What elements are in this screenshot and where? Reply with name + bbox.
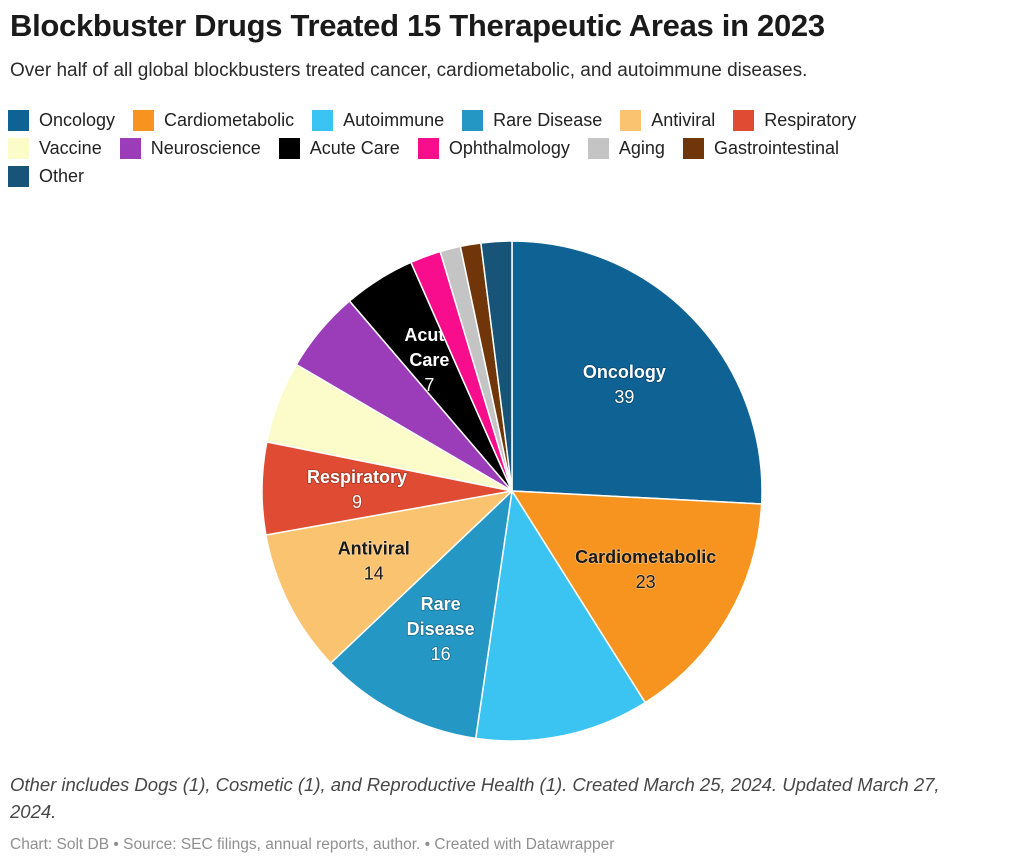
- legend: Oncology Cardiometabolic Autoimmune Rare Di…: [8, 110, 1016, 194]
- legend-swatch-antiviral: [620, 110, 642, 131]
- attribution-line: Chart: Solt DB • Source: SEC filings, an…: [10, 836, 615, 853]
- legend-label-vaccine: Vaccine: [39, 138, 102, 158]
- chart-subtitle: Over half of all global blockbusters tre…: [10, 60, 808, 81]
- pie-slice-label-antiviral: Antiviral 14: [338, 539, 410, 584]
- pie-slice-cardiometabolic[interactable]: [511, 490, 763, 704]
- legend-label-respiratory: Respiratory: [764, 110, 857, 130]
- legend-item-rare-disease: Rare Disease: [462, 110, 602, 131]
- legend-swatch-neuroscience: [119, 138, 141, 159]
- pie-slice-label-cardiometabolic: Cardiometabolic 23: [575, 547, 716, 592]
- legend-item-neuroscience: Neuroscience: [119, 138, 261, 159]
- legend-label-other: Other: [39, 166, 85, 186]
- legend-label-ophthalmology: Ophthalmology: [448, 138, 570, 158]
- legend-item-ophthalmology: Ophthalmology: [417, 138, 570, 159]
- legend-item-gastrointestinal: Gastrointestinal: [682, 138, 839, 159]
- pie-slice-other[interactable]: [480, 240, 513, 492]
- legend-swatch-rare-disease: [462, 110, 484, 131]
- legend-item-antiviral: Antiviral: [620, 110, 715, 131]
- legend-swatch-acute-care: [278, 138, 300, 159]
- legend-row-2: Vaccine Neuroscience Acute Care Ophthalmolo…: [8, 138, 1016, 159]
- pie-slice-label-respiratory: Respiratory 9: [307, 467, 407, 512]
- legend-swatch-autoimmune: [312, 110, 334, 131]
- footnote: Other includes Dogs (1), Cosmetic (1), a…: [10, 774, 940, 822]
- pie-slice-antiviral[interactable]: [265, 490, 513, 664]
- legend-label-gastrointestinal: Gastrointestinal: [713, 138, 839, 158]
- pie-chart: Oncology 39 Cardiometabolic 23 Rare Disease 16…: [261, 240, 763, 742]
- legend-swatch-ophthalmology: [417, 138, 439, 159]
- chart-title: Blockbuster Drugs Treated 15 Therapeutic…: [10, 8, 825, 43]
- legend-label-cardiometabolic: Cardiometabolic: [164, 110, 295, 130]
- legend-label-aging: Aging: [618, 138, 665, 158]
- legend-swatch-cardiometabolic: [133, 110, 155, 131]
- legend-label-rare-disease: Rare Disease: [493, 110, 603, 130]
- legend-label-acute-care: Acute Care: [309, 138, 400, 158]
- legend-row-3: Other: [8, 166, 1016, 187]
- legend-item-cardiometabolic: Cardiometabolic: [133, 110, 294, 131]
- legend-item-acute-care: Acute Care: [278, 138, 400, 159]
- legend-label-autoimmune: Autoimmune: [343, 110, 445, 130]
- pie-slice-rare-disease[interactable]: [329, 490, 513, 740]
- legend-label-neuroscience: Neuroscience: [150, 138, 261, 158]
- legend-swatch-oncology: [8, 110, 29, 131]
- legend-item-oncology: Oncology: [8, 110, 115, 131]
- legend-label-antiviral: Antiviral: [651, 110, 716, 130]
- legend-item-other: Other: [8, 166, 84, 187]
- pie-slice-label-oncology: Oncology 39: [583, 362, 666, 407]
- pie-slice-oncology[interactable]: [511, 240, 763, 505]
- legend-item-respiratory: Respiratory: [733, 110, 856, 131]
- pie-slice-label-rare-disease: Rare Disease 16: [407, 594, 475, 664]
- pie-slice-autoimmune[interactable]: [474, 490, 646, 742]
- legend-swatch-gastrointestinal: [682, 138, 704, 159]
- legend-row-1: Oncology Cardiometabolic Autoimmune Rare Di…: [8, 110, 1016, 131]
- legend-swatch-vaccine: [8, 138, 29, 159]
- legend-item-vaccine: Vaccine: [8, 138, 102, 159]
- legend-swatch-aging: [587, 138, 609, 159]
- legend-swatch-respiratory: [733, 110, 755, 131]
- legend-item-aging: Aging: [587, 138, 665, 159]
- legend-swatch-other: [8, 166, 29, 187]
- legend-label-oncology: Oncology: [39, 110, 116, 130]
- legend-item-autoimmune: Autoimmune: [312, 110, 444, 131]
